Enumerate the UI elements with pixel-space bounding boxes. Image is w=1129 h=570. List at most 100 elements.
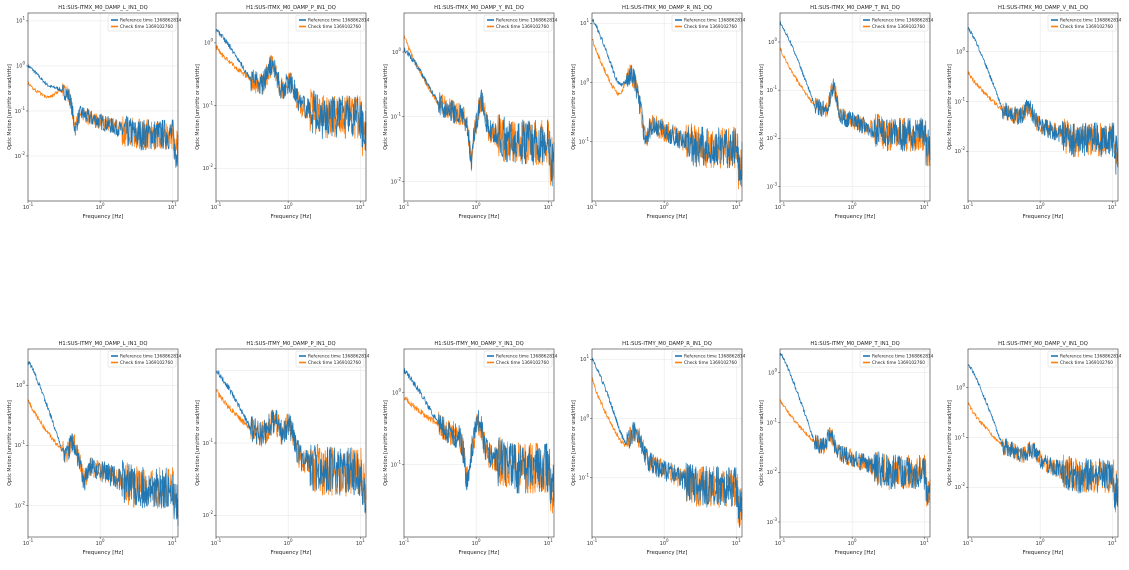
x-tick-label: 101 — [732, 202, 741, 211]
plot-frame — [779, 348, 931, 538]
y-tick-label: 100 — [580, 413, 589, 422]
gridlines — [779, 13, 930, 201]
series-check-line — [779, 47, 931, 167]
legend-label-reference: Reference time 1368862814 — [308, 354, 370, 360]
gridlines — [967, 349, 1118, 538]
chart-title: H1:SUS-ITMX_M0_DAMP_V_IN1_DQ — [998, 5, 1088, 11]
plot-frame — [215, 12, 367, 202]
y-tick-label: 10-1 — [955, 432, 966, 441]
plot-frame — [967, 348, 1119, 538]
chart-title: H1:SUS-ITMX_M0_DAMP_Y_IN1_DQ — [434, 5, 524, 11]
series-reference-line — [403, 47, 555, 187]
y-axis-label: Optic Motion [um/rtHz or urad/rtHz] — [383, 64, 389, 150]
y-tick-label: 10-2 — [955, 146, 966, 155]
gridlines — [27, 13, 178, 202]
gridlines — [215, 349, 366, 537]
y-tick-label: 10-1 — [203, 100, 214, 109]
y-tick-label: 100 — [392, 387, 401, 396]
y-axis-label: Optic Motion [um/rtHz or urad/rtHz] — [759, 64, 765, 150]
x-axis-label: Frequency [Hz] — [647, 214, 688, 220]
y-tick-label: 10-1 — [15, 106, 26, 115]
series-check-line — [967, 402, 1119, 513]
series-check-line — [403, 396, 555, 514]
series-check-line — [779, 399, 931, 507]
y-tick-label: 10-2 — [15, 151, 26, 160]
legend-label-check: Check time 1369102760 — [872, 360, 925, 366]
y-tick-label: 100 — [16, 61, 25, 70]
legend-label-reference: Reference time 1368862814 — [308, 18, 370, 24]
x-tick-label: 101 — [356, 202, 365, 211]
y-tick-label: 10-2 — [203, 163, 214, 172]
y-tick-label: 10-1 — [767, 417, 778, 426]
y-tick-label: 101 — [580, 354, 589, 363]
legend-label-reference: Reference time 1368862814 — [1060, 18, 1122, 24]
y-tick-label: 10-2 — [15, 500, 26, 509]
plot-frame — [967, 12, 1119, 202]
chart-panel-4: H1:SUS-ITMX_M0_DAMP_R_IN1_DQ 10-1 100 101 10… — [571, 5, 746, 220]
x-tick-label: 10-1 — [23, 538, 34, 547]
x-axis-label: Frequency [Hz] — [271, 214, 312, 220]
legend-label-check: Check time 1369102760 — [120, 360, 173, 366]
chart-title: H1:SUS-ITMY_M0_DAMP_L_IN1_DQ — [58, 341, 147, 347]
legend-label-check: Check time 1369102760 — [308, 24, 361, 30]
x-tick-label: 10-1 — [211, 202, 222, 211]
legend-label-reference: Reference time 1368862814 — [684, 18, 746, 24]
y-tick-label: 100 — [956, 47, 965, 56]
legend-box — [107, 350, 177, 368]
x-tick-label: 10-1 — [23, 202, 34, 211]
legend-label-reference: Reference time 1368862814 — [872, 18, 934, 24]
x-axis-label: Frequency [Hz] — [459, 550, 500, 556]
legend-label-check: Check time 1369102760 — [120, 24, 173, 30]
series-reference-line — [215, 29, 367, 151]
x-tick-label: 10-1 — [775, 202, 786, 211]
y-tick-label: 10-3 — [767, 181, 778, 190]
x-tick-label: 10-1 — [963, 202, 974, 211]
plot-frame — [779, 12, 931, 202]
series-check-line — [591, 38, 743, 190]
x-tick-label: 10-1 — [587, 538, 598, 547]
series-reference-line — [27, 64, 179, 168]
x-tick-label: 100 — [660, 202, 669, 211]
x-tick-label: 100 — [660, 538, 669, 547]
legend-label-check: Check time 1369102760 — [684, 360, 737, 366]
chart-title: H1:SUS-ITMY_M0_DAMP_T_IN1_DQ — [810, 341, 899, 347]
chart-title: H1:SUS-ITMX_M0_DAMP_R_IN1_DQ — [622, 5, 712, 11]
plot-frame — [591, 12, 743, 202]
legend-label-check: Check time 1369102760 — [1060, 24, 1113, 30]
chart-panel-8: H1:SUS-ITMY_M0_DAMP_P_IN1_DQ 10-2 10-1 10-1… — [195, 341, 370, 556]
y-tick-label: 10-2 — [391, 176, 402, 185]
series-check-line — [215, 389, 367, 514]
x-tick-label: 10-1 — [775, 538, 786, 547]
x-axis-label: Frequency [Hz] — [83, 550, 124, 556]
chart-title: H1:SUS-ITMY_M0_DAMP_V_IN1_DQ — [998, 341, 1088, 347]
y-tick-label: 101 — [16, 16, 25, 25]
y-tick-label: 10-2 — [767, 467, 778, 476]
x-axis-label: Frequency [Hz] — [647, 550, 688, 556]
series-reference-line — [403, 367, 555, 504]
series-reference-line — [591, 357, 743, 528]
legend-box — [859, 350, 929, 368]
x-tick-label: 10-1 — [399, 538, 410, 547]
y-axis-label: Optic Motion [um/rtHz or urad/rtHz] — [759, 400, 765, 486]
y-tick-label: 100 — [580, 77, 589, 86]
y-tick-label: 10-2 — [955, 482, 966, 491]
legend-label-reference: Reference time 1368862814 — [496, 354, 558, 360]
chart-panel-12: H1:SUS-ITMY_M0_DAMP_V_IN1_DQ 10-2 10-1 100 1… — [947, 341, 1122, 556]
legend-box — [295, 14, 365, 32]
y-tick-label: 10-1 — [391, 112, 402, 121]
y-tick-label: 10-3 — [767, 517, 778, 526]
y-tick-label: 100 — [392, 47, 401, 56]
gridlines — [403, 349, 554, 538]
series-reference-line — [215, 370, 367, 513]
x-tick-label: 10-1 — [211, 538, 222, 547]
x-tick-label: 101 — [920, 538, 929, 547]
x-tick-label: 100 — [472, 202, 481, 211]
series-reference-line — [967, 364, 1119, 510]
x-tick-label: 100 — [1036, 538, 1045, 547]
x-tick-label: 101 — [1108, 538, 1117, 547]
series-check-line — [967, 70, 1119, 168]
x-axis-label: Frequency [Hz] — [83, 214, 124, 220]
y-tick-label: 100 — [16, 380, 25, 389]
series-reference-line — [779, 352, 931, 506]
legend-box — [483, 350, 553, 368]
